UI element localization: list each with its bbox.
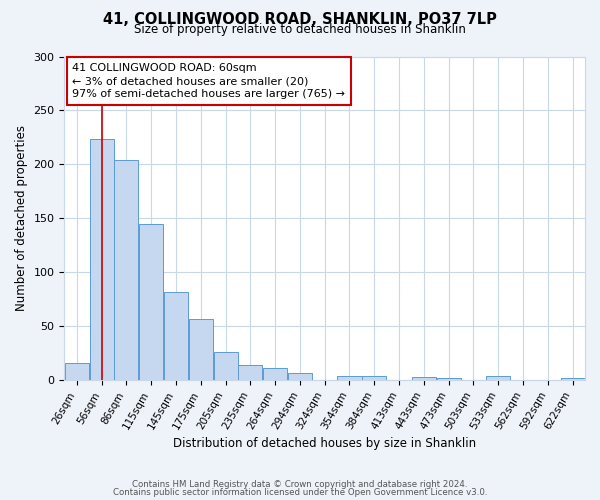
Bar bbox=[115, 160, 139, 380]
Bar bbox=[139, 224, 163, 380]
Bar bbox=[362, 376, 386, 380]
Bar bbox=[189, 318, 213, 380]
Bar bbox=[89, 138, 113, 380]
Bar bbox=[238, 365, 262, 380]
Y-axis label: Number of detached properties: Number of detached properties bbox=[15, 126, 28, 312]
Text: Contains HM Land Registry data © Crown copyright and database right 2024.: Contains HM Land Registry data © Crown c… bbox=[132, 480, 468, 489]
Text: Size of property relative to detached houses in Shanklin: Size of property relative to detached ho… bbox=[134, 22, 466, 36]
Bar bbox=[288, 372, 312, 380]
Bar bbox=[486, 376, 510, 380]
Bar bbox=[412, 377, 436, 380]
Bar bbox=[263, 368, 287, 380]
Bar bbox=[560, 378, 584, 380]
X-axis label: Distribution of detached houses by size in Shanklin: Distribution of detached houses by size … bbox=[173, 437, 476, 450]
Text: 41, COLLINGWOOD ROAD, SHANKLIN, PO37 7LP: 41, COLLINGWOOD ROAD, SHANKLIN, PO37 7LP bbox=[103, 12, 497, 28]
Bar bbox=[65, 363, 89, 380]
Bar bbox=[437, 378, 461, 380]
Bar bbox=[214, 352, 238, 380]
Text: 41 COLLINGWOOD ROAD: 60sqm
← 3% of detached houses are smaller (20)
97% of semi-: 41 COLLINGWOOD ROAD: 60sqm ← 3% of detac… bbox=[72, 63, 345, 100]
Bar bbox=[337, 376, 362, 380]
Text: Contains public sector information licensed under the Open Government Licence v3: Contains public sector information licen… bbox=[113, 488, 487, 497]
Bar bbox=[164, 292, 188, 380]
